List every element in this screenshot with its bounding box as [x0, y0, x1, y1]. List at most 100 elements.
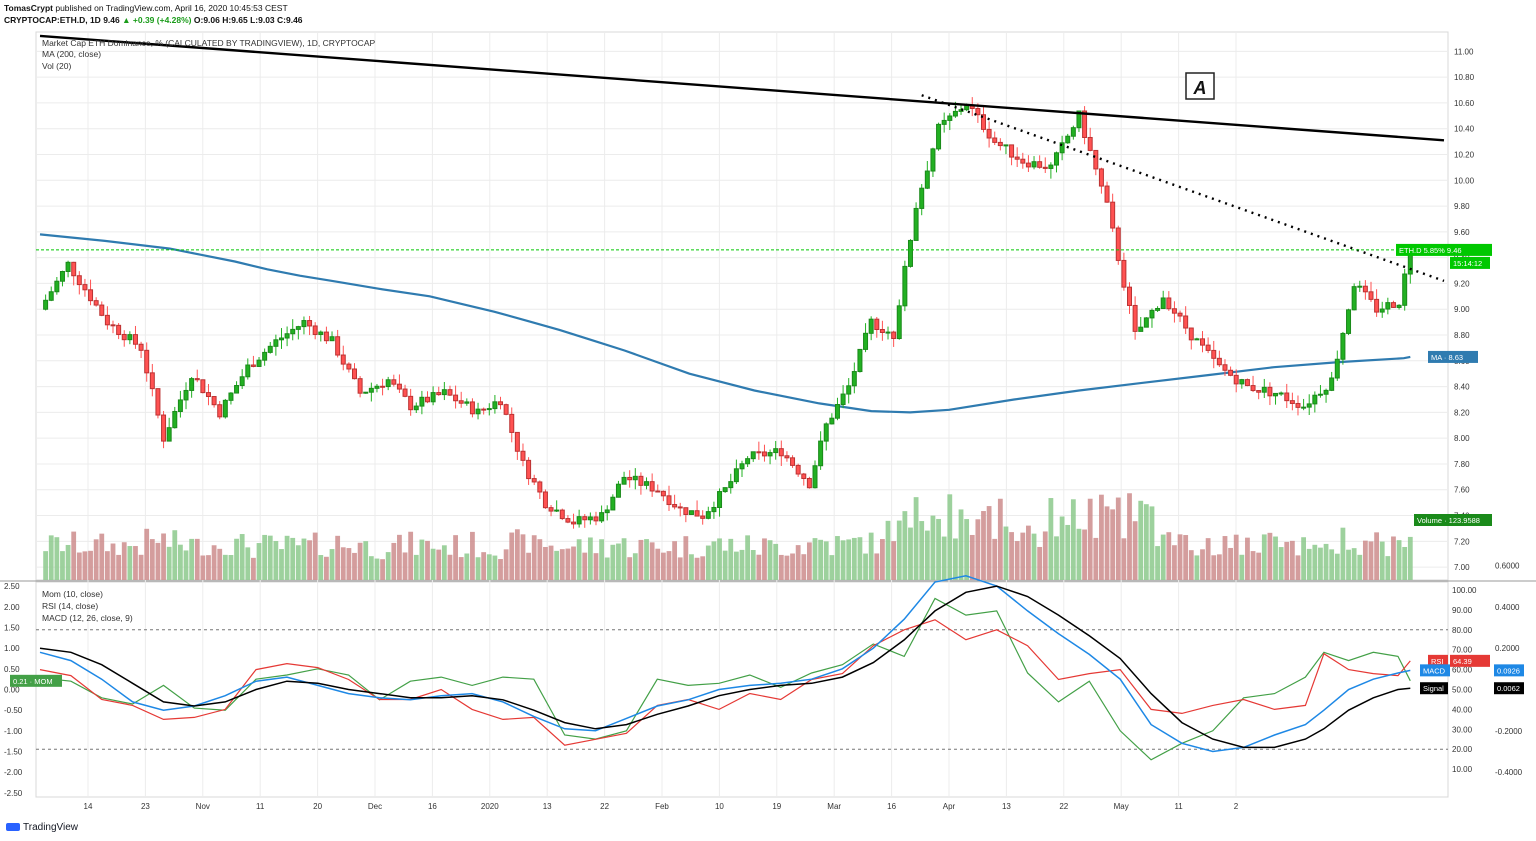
volume-bar [413, 554, 419, 580]
volume-bar [458, 557, 464, 580]
volume-bar [430, 548, 436, 580]
candle-body [408, 395, 414, 411]
time-tick: 11 [256, 802, 265, 811]
time-tick: Apr [943, 802, 956, 811]
candle-body [295, 326, 301, 330]
volume-bar [256, 543, 262, 580]
publisher[interactable]: TomasCrypt [4, 3, 53, 13]
mom-label-bg [10, 674, 62, 687]
candle-body [1098, 168, 1104, 187]
candle-body [1312, 394, 1318, 405]
volume-bar [1048, 498, 1054, 580]
volume-bar [1362, 540, 1368, 580]
volume-bar [655, 548, 661, 580]
candle-body [1020, 158, 1026, 164]
volume-bar [368, 556, 374, 580]
candle-body [1301, 406, 1307, 409]
candle-body [941, 119, 947, 125]
macd-value: 0.0926 [1497, 666, 1520, 675]
candle-body [267, 345, 273, 353]
volume-bar [750, 550, 756, 580]
volume-bar [717, 538, 722, 580]
candle-body [1346, 309, 1352, 334]
volume-bar [48, 535, 54, 580]
price-tick: 9.80 [1454, 202, 1470, 211]
candle-body [250, 364, 256, 367]
volume-bar [1379, 541, 1385, 580]
candle-body [273, 339, 279, 347]
time-tick: 20 [313, 802, 322, 811]
header: TomasCrypt published on TradingView.com,… [0, 0, 1536, 30]
candle-body [733, 468, 739, 483]
macd-line [39, 575, 1411, 753]
candle-body [587, 516, 593, 521]
mom-tick: 2.00 [4, 603, 20, 612]
volume-bars [43, 493, 1413, 580]
price-label-bg [1396, 243, 1492, 256]
candle-body [874, 318, 880, 331]
volume-bar [183, 550, 189, 580]
tradingview-logo[interactable]: TradingView [6, 822, 78, 833]
candle-body [745, 458, 751, 465]
candle-body [1059, 142, 1065, 154]
rsi-label: RSI [1431, 657, 1444, 666]
volume-bar [318, 555, 324, 580]
rsi-value-bg [1450, 654, 1490, 667]
candle-body [829, 417, 835, 425]
volume-bar [1166, 532, 1172, 580]
candle-body [834, 404, 840, 419]
volume-bar [486, 554, 492, 580]
countdown-label: 15:14:12 [1453, 259, 1482, 268]
candle-body [346, 363, 352, 370]
candle-body [396, 383, 402, 390]
candle-body [795, 464, 801, 475]
volume-bar [565, 548, 571, 580]
macd-tick: 0.4000 [1495, 603, 1520, 612]
candle-body [537, 481, 543, 493]
candle-body [992, 137, 998, 143]
candle-body [205, 392, 211, 398]
candle-body [1317, 393, 1323, 396]
candle-body [571, 521, 577, 525]
candle-body [952, 110, 958, 117]
candle-body [818, 440, 824, 467]
candle-body [436, 392, 442, 396]
volume-bar [627, 557, 633, 580]
volume-bar [1194, 555, 1200, 580]
candle-body [891, 331, 897, 340]
volume-bar [728, 538, 734, 580]
candle-body [127, 334, 133, 341]
volume-bar [1172, 545, 1177, 580]
volume-bar [503, 549, 509, 580]
volume-bar [1306, 548, 1312, 580]
candle-body [1323, 389, 1329, 395]
volume-bar [251, 557, 256, 580]
candle-body [621, 476, 627, 485]
candle-body [868, 318, 874, 334]
symbol[interactable]: CRYPTOCAP:ETH.D, 1D [4, 15, 101, 25]
candle-body [638, 475, 644, 486]
volume-bar [425, 540, 430, 580]
candle-body [711, 506, 717, 513]
volume-bar [447, 554, 453, 580]
time-tick: 14 [84, 802, 93, 811]
time-tick: Mar [827, 802, 841, 811]
candle-body [425, 396, 431, 403]
volume-bar [1261, 534, 1267, 580]
volume-bar [43, 551, 49, 580]
candle-body [1211, 349, 1217, 359]
volume-bar [745, 535, 751, 580]
time-tick: 13 [543, 802, 552, 811]
candle-body [615, 483, 621, 498]
price-tick: 7.80 [1454, 460, 1470, 469]
volume-bar [391, 542, 397, 580]
volume-bar [284, 535, 290, 580]
rsi-tick: 10.00 [1452, 765, 1473, 774]
candle-body [1390, 302, 1396, 308]
macd-label-bg [1420, 664, 1450, 677]
candle-body [374, 385, 380, 389]
rsi-tick: 90.00 [1452, 606, 1473, 615]
volume-bar [1200, 549, 1205, 580]
signal-value-bg [1494, 682, 1524, 695]
